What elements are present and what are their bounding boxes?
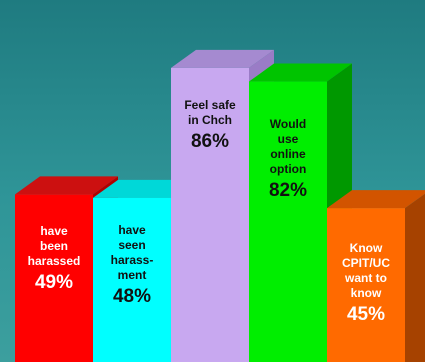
bar-label-2: have seen harass- ment 48% [93, 223, 171, 309]
value-label: 86% [190, 130, 230, 152]
category-label: Know CPIT/UC want to know [342, 241, 390, 301]
category-label: Feel safe in Chch [184, 97, 236, 127]
bar-top-1 [15, 176, 118, 195]
category-label: have been harassed [27, 224, 81, 269]
bar-top-2 [93, 179, 196, 198]
bar-front-4 [249, 81, 327, 362]
bar-top-5 [327, 190, 425, 209]
value-label: 49% [34, 272, 74, 294]
bar-front-5 [327, 208, 405, 362]
bar-side-5 [405, 193, 425, 362]
bar-label-5: Know CPIT/UC want to know 45% [327, 241, 405, 327]
value-label: 48% [112, 285, 152, 307]
bar-label-4: Would use online option 82% [249, 117, 327, 203]
bar-label-1: have been harassed 49% [15, 224, 93, 295]
value-label: 82% [268, 179, 308, 201]
category-label: Would use online option [269, 116, 307, 176]
bar-front-1 [15, 194, 93, 362]
bar-label-3: Feel safe in Chch 86% [171, 98, 249, 154]
bar-front-3 [171, 67, 249, 362]
bar-front-2 [93, 197, 171, 362]
category-label: have seen harass- ment [110, 222, 154, 282]
bar-5 [327, 190, 425, 362]
bar-top-3 [171, 49, 274, 68]
value-label: 45% [346, 304, 386, 326]
bar-top-4 [249, 63, 352, 82]
